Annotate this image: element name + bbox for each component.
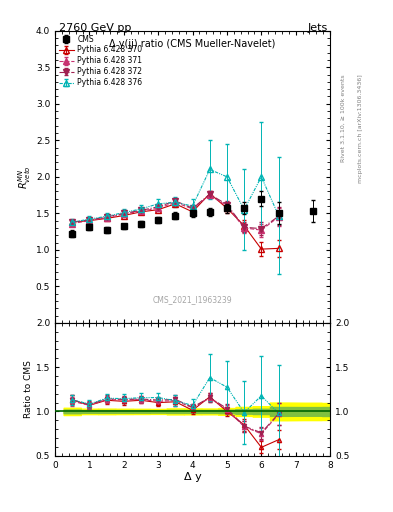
Y-axis label: $R^{MN}_{veto}$: $R^{MN}_{veto}$	[16, 165, 33, 188]
Legend: CMS, Pythia 6.428 370, Pythia 6.428 371, Pythia 6.428 372, Pythia 6.428 376: CMS, Pythia 6.428 370, Pythia 6.428 371,…	[57, 33, 144, 89]
Text: Δ y(jj) ratio (CMS Mueller-Navelet): Δ y(jj) ratio (CMS Mueller-Navelet)	[109, 39, 276, 50]
X-axis label: Δ y: Δ y	[184, 472, 202, 482]
Text: Jets: Jets	[308, 23, 328, 33]
Text: mcplots.cern.ch [arXiv:1306.3436]: mcplots.cern.ch [arXiv:1306.3436]	[358, 75, 363, 183]
Y-axis label: Ratio to CMS: Ratio to CMS	[24, 360, 33, 418]
Text: CMS_2021_I1963239: CMS_2021_I1963239	[153, 295, 232, 304]
Text: Rivet 3.1.10, ≥ 100k events: Rivet 3.1.10, ≥ 100k events	[341, 75, 346, 162]
Text: 2760 GeV pp: 2760 GeV pp	[59, 23, 131, 33]
